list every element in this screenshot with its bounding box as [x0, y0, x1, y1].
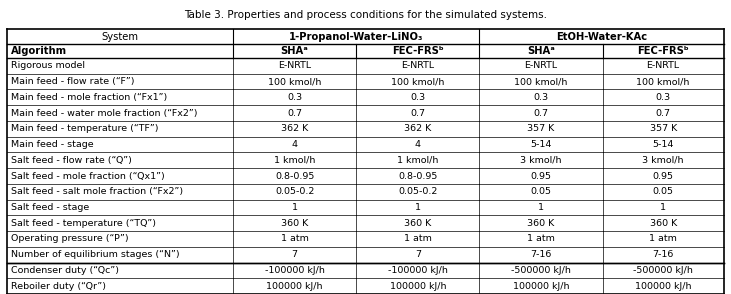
Text: FEC-FRSᵇ: FEC-FRSᵇ: [637, 46, 689, 56]
Text: 1 kmol/h: 1 kmol/h: [274, 156, 315, 165]
Text: 4: 4: [414, 140, 421, 149]
Text: 5-14: 5-14: [530, 140, 552, 149]
Text: Condenser duty (“Qc”): Condenser duty (“Qc”): [11, 266, 119, 275]
Text: 0.3: 0.3: [410, 93, 425, 102]
Text: 0.3: 0.3: [534, 93, 548, 102]
Text: Main feed - flow rate (“F”): Main feed - flow rate (“F”): [11, 77, 135, 86]
Text: E-NRTL: E-NRTL: [647, 61, 680, 70]
Text: 0.05: 0.05: [653, 187, 674, 196]
Text: 4: 4: [292, 140, 298, 149]
Text: Main feed - temperature (“TF”): Main feed - temperature (“TF”): [11, 124, 159, 133]
Text: -500000 kJ/h: -500000 kJ/h: [511, 266, 571, 275]
Text: 0.05-0.2: 0.05-0.2: [275, 187, 314, 196]
Text: 5-14: 5-14: [653, 140, 674, 149]
Text: Algorithm: Algorithm: [11, 46, 67, 56]
Text: Main feed - mole fraction (“Fx1”): Main feed - mole fraction (“Fx1”): [11, 93, 167, 102]
Text: 100000 kJ/h: 100000 kJ/h: [635, 282, 692, 291]
Text: E-NRTL: E-NRTL: [524, 61, 558, 70]
Text: 0.3: 0.3: [287, 93, 302, 102]
Text: E-NRTL: E-NRTL: [278, 61, 311, 70]
Text: 1 atm: 1 atm: [527, 234, 555, 243]
Text: 1 atm: 1 atm: [281, 234, 308, 243]
Text: Salt feed - temperature (“TQ”): Salt feed - temperature (“TQ”): [11, 219, 156, 228]
Text: 0.95: 0.95: [653, 171, 674, 181]
Text: Salt feed - mole fraction (“Qx1”): Salt feed - mole fraction (“Qx1”): [11, 171, 164, 181]
Text: 0.8-0.95: 0.8-0.95: [398, 171, 437, 181]
Text: 360 K: 360 K: [527, 219, 555, 228]
Text: SHAᵃ: SHAᵃ: [281, 46, 308, 56]
Text: 1: 1: [538, 203, 544, 212]
Text: 7-16: 7-16: [530, 250, 552, 259]
Text: 360 K: 360 K: [650, 219, 677, 228]
Text: Salt feed - salt mole fraction (“Fx2”): Salt feed - salt mole fraction (“Fx2”): [11, 187, 183, 196]
Text: Main feed - stage: Main feed - stage: [11, 140, 94, 149]
Text: FEC-FRSᵇ: FEC-FRSᵇ: [392, 46, 444, 56]
Text: 0.7: 0.7: [534, 108, 548, 118]
Text: System: System: [102, 31, 139, 41]
Text: 100 kmol/h: 100 kmol/h: [391, 77, 444, 86]
Text: 3 kmol/h: 3 kmol/h: [643, 156, 684, 165]
Text: 0.95: 0.95: [531, 171, 551, 181]
Text: -100000 kJ/h: -100000 kJ/h: [265, 266, 325, 275]
Text: 362 K: 362 K: [281, 124, 308, 133]
Text: 100 kmol/h: 100 kmol/h: [637, 77, 690, 86]
Text: 1 kmol/h: 1 kmol/h: [397, 156, 439, 165]
Text: 1: 1: [292, 203, 298, 212]
Text: Salt feed - flow rate (“Q”): Salt feed - flow rate (“Q”): [11, 156, 132, 165]
Text: 1: 1: [414, 203, 421, 212]
Text: Reboiler duty (“Qr”): Reboiler duty (“Qr”): [11, 282, 106, 291]
Text: 0.7: 0.7: [656, 108, 670, 118]
Text: 100000 kJ/h: 100000 kJ/h: [512, 282, 569, 291]
Text: -500000 kJ/h: -500000 kJ/h: [633, 266, 693, 275]
Text: 0.05: 0.05: [531, 187, 551, 196]
Text: 100 kmol/h: 100 kmol/h: [268, 77, 321, 86]
Text: Table 3. Properties and process conditions for the simulated systems.: Table 3. Properties and process conditio…: [184, 10, 547, 20]
Text: EtOH-Water-KAc: EtOH-Water-KAc: [556, 31, 647, 41]
Text: 100000 kJ/h: 100000 kJ/h: [266, 282, 323, 291]
Text: 0.8-0.95: 0.8-0.95: [275, 171, 314, 181]
Text: 7-16: 7-16: [653, 250, 674, 259]
Text: 0.7: 0.7: [287, 108, 302, 118]
Text: 360 K: 360 K: [281, 219, 308, 228]
Text: Rigorous model: Rigorous model: [11, 61, 85, 70]
Text: 357 K: 357 K: [650, 124, 677, 133]
Text: 7: 7: [414, 250, 421, 259]
Text: 360 K: 360 K: [404, 219, 431, 228]
Text: 7: 7: [292, 250, 298, 259]
Text: 1 atm: 1 atm: [404, 234, 432, 243]
Text: 1: 1: [660, 203, 666, 212]
Text: Salt feed - stage: Salt feed - stage: [11, 203, 89, 212]
Text: Main feed - water mole fraction (“Fx2”): Main feed - water mole fraction (“Fx2”): [11, 108, 197, 118]
Text: SHAᵃ: SHAᵃ: [527, 46, 555, 56]
Text: 100000 kJ/h: 100000 kJ/h: [390, 282, 446, 291]
Text: 362 K: 362 K: [404, 124, 431, 133]
Text: -100000 kJ/h: -100000 kJ/h: [388, 266, 447, 275]
Text: Number of equilibrium stages (“N”): Number of equilibrium stages (“N”): [11, 250, 180, 259]
Text: E-NRTL: E-NRTL: [401, 61, 434, 70]
Text: 0.7: 0.7: [410, 108, 425, 118]
Text: 0.3: 0.3: [656, 93, 671, 102]
Text: 357 K: 357 K: [527, 124, 555, 133]
Text: 1-Propanol-Water-LiNO₃: 1-Propanol-Water-LiNO₃: [289, 31, 423, 41]
Text: 0.05-0.2: 0.05-0.2: [398, 187, 437, 196]
Text: 3 kmol/h: 3 kmol/h: [520, 156, 561, 165]
Text: 1 atm: 1 atm: [649, 234, 677, 243]
Text: Operating pressure (“P”): Operating pressure (“P”): [11, 234, 129, 243]
Text: 100 kmol/h: 100 kmol/h: [515, 77, 568, 86]
